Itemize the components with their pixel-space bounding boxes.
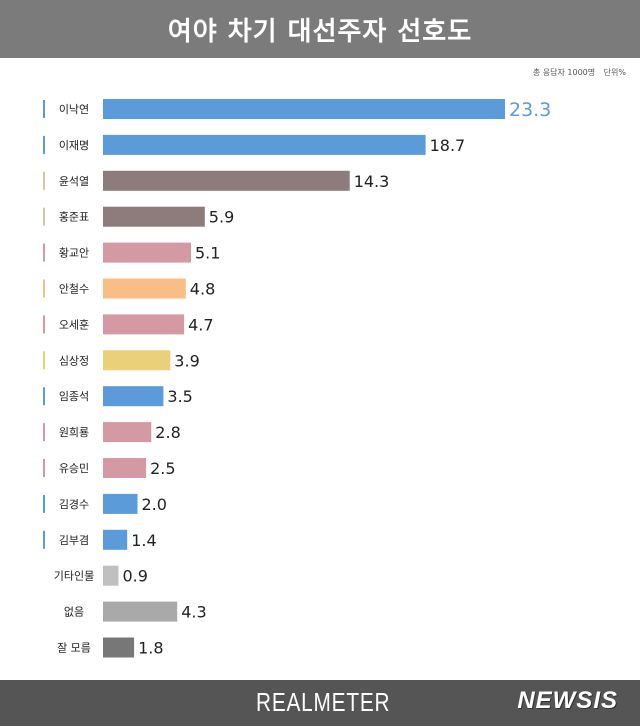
bar-유승민 <box>103 458 147 478</box>
value-label-없음: 4.3 <box>181 603 206 622</box>
row-marker-이낙연 <box>43 100 45 118</box>
category-label-윤석열: 윤석열 <box>59 175 89 188</box>
bar-chart: 이낙연 23.3 이재명 18.7 윤석열 14.3 홍준표 5.9 황교안 5.1 안철수 4.8 오… <box>43 99 551 658</box>
row-marker-황교안 <box>43 243 45 262</box>
respondents-note: 총 응답자 1000명 <box>532 68 596 77</box>
row-marker-심상정 <box>43 351 45 370</box>
value-label-기타인물: 0.9 <box>123 567 148 586</box>
footer: REALMETER NEWSIS <box>0 680 640 726</box>
value-label-유승민: 2.5 <box>150 459 175 478</box>
chart-header: 여야 차기 대선주자 선호도 <box>0 0 640 58</box>
category-label-이낙연: 이낙연 <box>59 103 89 116</box>
bar-윤석열 <box>103 170 350 191</box>
bar-황교안 <box>103 242 191 263</box>
value-label-윤석열: 14.3 <box>354 172 390 191</box>
bar-없음 <box>103 601 178 622</box>
newsis-logo: NEWSIS <box>517 687 618 714</box>
row-marker-원희룡 <box>43 423 45 442</box>
category-label-원희룡: 원희룡 <box>59 426 89 439</box>
bar-이낙연 <box>103 99 505 119</box>
value-label-오세훈: 4.7 <box>188 315 213 334</box>
value-label-임종석: 3.5 <box>167 387 192 406</box>
realmeter-logo: REALMETER <box>256 687 391 717</box>
row-marker-오세훈 <box>43 315 45 334</box>
value-label-이낙연: 23.3 <box>509 99 551 121</box>
value-label-원희룡: 2.8 <box>155 423 180 442</box>
category-label-없음: 없음 <box>64 606 84 619</box>
category-label-홍준표: 홍준표 <box>59 210 89 224</box>
row-marker-안철수 <box>43 279 45 298</box>
value-label-홍준표: 5.9 <box>209 208 234 227</box>
chart-title: 여야 차기 대선주자 선호도 <box>167 16 473 47</box>
value-label-잘-모름: 1.8 <box>138 639 163 658</box>
row-marker-이재명 <box>43 135 45 154</box>
category-label-김부겸: 김부겸 <box>59 534 89 547</box>
bar-안철수 <box>103 278 186 299</box>
row-marker-임종석 <box>43 387 45 406</box>
category-label-잘-모름: 잘 모름 <box>57 642 91 655</box>
bar-기타인물 <box>103 565 119 586</box>
bar-오세훈 <box>103 314 185 335</box>
bar-홍준표 <box>103 206 205 227</box>
bar-심상정 <box>103 350 171 371</box>
row-marker-유승민 <box>43 459 45 477</box>
bar-이재명 <box>103 134 426 155</box>
value-label-김부겸: 1.4 <box>131 531 156 550</box>
value-label-이재명: 18.7 <box>430 136 466 155</box>
row-marker-김경수 <box>43 494 45 513</box>
category-label-기타인물: 기타인물 <box>54 570 94 583</box>
category-label-임종석: 임종석 <box>59 390 89 403</box>
chart-note: 총 응답자 1000명 단위% <box>533 67 626 78</box>
bar-김부겸 <box>103 529 128 550</box>
value-label-심상정: 3.9 <box>174 351 199 370</box>
category-label-이재명: 이재명 <box>59 139 89 152</box>
bar-임종석 <box>103 386 164 407</box>
unit-note: 단위% <box>603 68 626 77</box>
category-label-오세훈: 오세훈 <box>59 318 89 331</box>
category-label-안철수: 안철수 <box>59 283 89 296</box>
value-label-황교안: 5.1 <box>195 244 220 263</box>
bar-원희룡 <box>103 422 152 443</box>
category-label-황교안: 황교안 <box>59 247 89 260</box>
bar-잘-모름 <box>103 637 135 658</box>
category-label-김경수: 김경수 <box>59 498 89 511</box>
category-label-심상정: 심상정 <box>59 354 89 367</box>
row-marker-김부겸 <box>43 530 45 549</box>
value-label-김경수: 2.0 <box>142 495 167 514</box>
row-marker-윤석열 <box>43 171 45 190</box>
value-label-안철수: 4.8 <box>190 280 215 299</box>
bar-김경수 <box>103 493 138 514</box>
row-marker-홍준표 <box>43 207 45 226</box>
category-label-유승민: 유승민 <box>59 462 89 475</box>
